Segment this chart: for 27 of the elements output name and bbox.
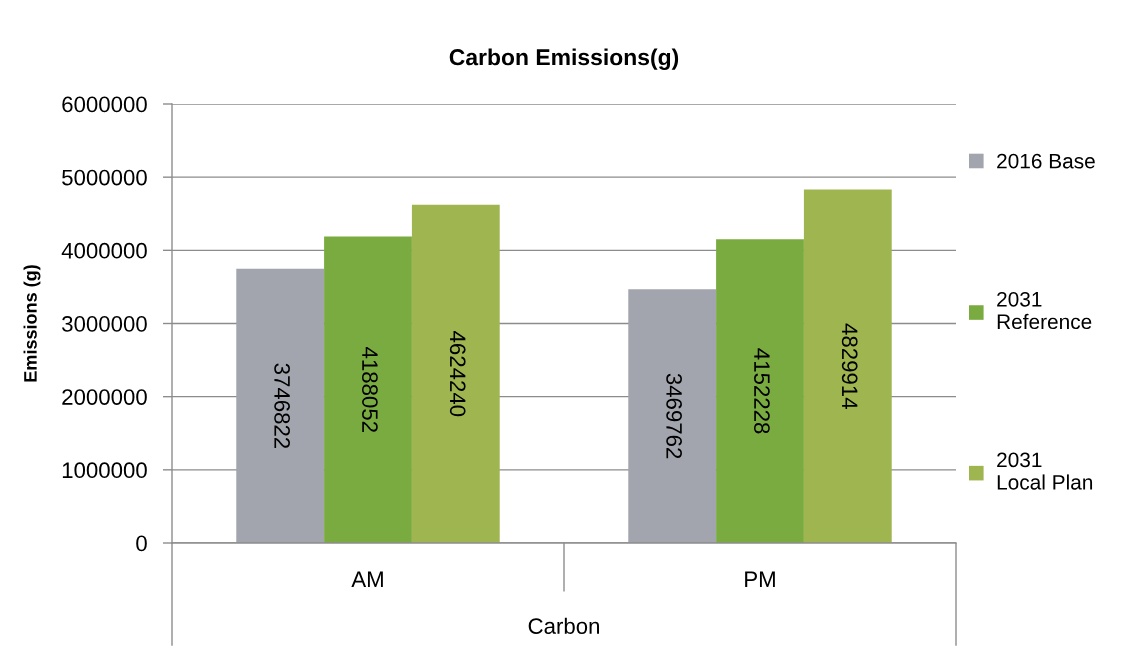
x-tick-label: AM (351, 571, 383, 587)
x-tick-label: PM (745, 571, 775, 587)
y-tick-label: 6000000 (62, 96, 147, 113)
y-tick-label: 5000000 (62, 169, 147, 186)
data-label: 4188052 (362, 347, 378, 432)
x-axis-title: Carbon (528, 617, 599, 634)
bar (716, 239, 804, 543)
legend-label: 2016 Base (997, 153, 1095, 169)
y-tick-label: 0 (136, 535, 147, 552)
chart-title: Carbon Emissions(g) (449, 48, 679, 70)
y-tick-label: 3000000 (62, 316, 147, 332)
data-label: 4624240 (449, 331, 466, 417)
data-label: 3746822 (274, 363, 290, 449)
bar (803, 189, 892, 543)
bar (324, 236, 412, 543)
legend-label: 2031 Local Plan (997, 452, 1093, 490)
y-tick-label: 4000000 (61, 242, 147, 259)
bar (628, 289, 717, 543)
bar (411, 204, 500, 543)
y-tick-label: 1000000 (62, 462, 147, 479)
y-tick-label: 2000000 (62, 389, 147, 405)
data-label: 4152228 (754, 348, 770, 434)
data-label: 3469762 (666, 373, 682, 459)
legend-label: 2031 Reference (997, 291, 1092, 330)
y-axis-title: Emissions (g) (23, 265, 41, 382)
data-label: 4829914 (841, 323, 858, 409)
bar (236, 268, 325, 543)
